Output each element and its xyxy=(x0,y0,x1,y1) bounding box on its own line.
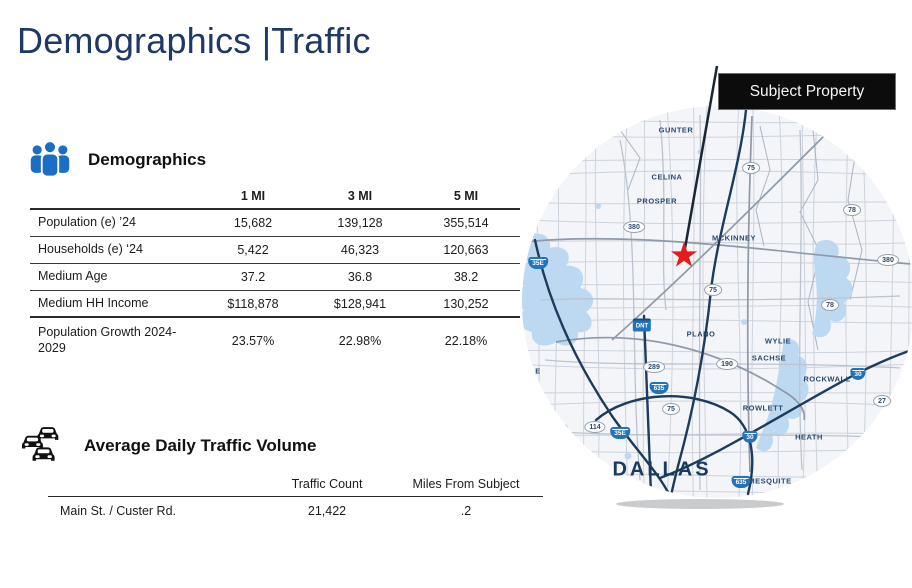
row-value: 37.2 xyxy=(240,270,266,284)
traffic-table-header: Traffic Count Miles From Subject xyxy=(48,471,543,497)
row-value: 15,682 xyxy=(233,216,273,230)
traffic-table: Traffic Count Miles From Subject Main St… xyxy=(48,471,543,525)
map-city-label: HEATH xyxy=(795,432,823,442)
row-value: 139,128 xyxy=(337,216,383,230)
row-label: Population Growth 2024-2029 xyxy=(38,325,177,355)
page-title: Demographics |Traffic xyxy=(17,20,371,61)
row-value: 22.98% xyxy=(338,334,382,348)
row-label: Households (e) ‘24 xyxy=(38,242,143,257)
highway-shield-78: 78 xyxy=(821,299,839,311)
map-shadow xyxy=(616,499,784,509)
row-label: Medium HH Income xyxy=(38,295,149,310)
row-value: 22.18% xyxy=(444,334,488,348)
row-label: Population (e) ’24 xyxy=(38,215,136,230)
callout-label: Subject Property xyxy=(749,82,865,100)
highway-shield-30: 30 xyxy=(742,431,758,443)
map-city-label: SACHSE xyxy=(751,353,787,363)
row-value: 23.57% xyxy=(231,334,275,348)
map-city-label: WYLIE xyxy=(764,336,792,346)
col-header-1mi: 1 MI xyxy=(240,188,266,203)
highway-shield-635: 635 xyxy=(731,476,751,488)
row-value: 36.8 xyxy=(347,270,373,284)
map-city-label: MESQUITE xyxy=(748,476,792,486)
col-header-5mi: 5 MI xyxy=(453,188,479,203)
row-value: 38.2 xyxy=(453,270,479,284)
row-value: 130,252 xyxy=(443,296,489,311)
demographics-row: Medium Age 37.2 36.8 38.2 xyxy=(30,264,520,291)
demographics-table-header: 1 MI 3 MI 5 MI xyxy=(30,183,520,210)
row-value: 355,514 xyxy=(443,216,489,230)
demographics-table: 1 MI 3 MI 5 MI Population (e) ’24 15,682 1… xyxy=(30,183,520,364)
map-city-label: ROWLETT xyxy=(742,403,784,413)
demographics-row: Households (e) ‘24 5,422 46,323 120,663 xyxy=(30,237,520,264)
highway-shield-30: 30 xyxy=(850,368,866,380)
map-city-label: MCKINNEY xyxy=(711,233,757,243)
demographics-heading: Demographics xyxy=(88,150,207,169)
demographics-row: Population (e) ’24 15,682 139,128 355,514 xyxy=(30,210,520,237)
map-city-label: PLANO xyxy=(686,329,716,339)
row-value: 120,663 xyxy=(443,243,489,257)
row-label: Medium Age xyxy=(38,269,108,284)
row-value: .2 xyxy=(460,504,472,518)
highway-shield-35e: 35E xyxy=(528,257,548,269)
demographics-table-rows: Population (e) ’24 15,682 139,128 355,514 Ho… xyxy=(30,210,520,364)
col-header-traffic-count: Traffic Count xyxy=(291,476,363,491)
people-group-icon xyxy=(26,138,74,182)
medium-highways xyxy=(524,115,912,473)
highway-shield-dnt: DNT xyxy=(632,318,652,332)
highway-shield-75: 75 xyxy=(704,284,722,296)
map-city-label: PROSPER xyxy=(636,196,678,206)
map-city-label: GUNTER xyxy=(658,125,694,135)
highway-shield-114: 114 xyxy=(584,421,606,433)
highway-shield-289: 289 xyxy=(643,361,665,373)
row-value: $128,941 xyxy=(333,296,387,311)
arterial-roads xyxy=(539,114,901,491)
row-value: $118,878 xyxy=(227,296,279,311)
highway-shield-635: 635 xyxy=(649,382,669,394)
row-value: 5,422 xyxy=(237,243,269,257)
highway-shield-35e: 35E xyxy=(610,427,630,439)
highway-shield-380: 380 xyxy=(877,254,899,266)
subject-property-callout: Subject Property xyxy=(718,73,896,110)
traffic-heading: Average Daily Traffic Volume xyxy=(84,436,317,455)
highway-shield-75: 75 xyxy=(662,403,680,415)
county-boundaries xyxy=(619,119,863,351)
callout-leader-line xyxy=(682,65,719,255)
highway-shield-75: 75 xyxy=(742,162,760,174)
row-value: 46,323 xyxy=(340,243,380,257)
row-label: Main St. / Custer Rd. xyxy=(60,504,177,518)
major-highways xyxy=(533,108,912,498)
traffic-table-rows: Main St. / Custer Rd. 21,422 .2 xyxy=(48,497,543,525)
demographics-row: Population Growth 2024-2029 23.57% 22.98% 2… xyxy=(30,318,520,364)
map-city-label: DALLAS xyxy=(612,458,712,481)
highway-shield-78: 78 xyxy=(843,204,861,216)
highway-shield-380: 380 xyxy=(623,221,645,233)
traffic-cars-icon xyxy=(22,424,70,468)
highway-shield-27: 27 xyxy=(873,395,891,407)
map-city-label: CELINA xyxy=(651,172,683,182)
demographics-row: Medium HH Income $118,878 $128,941 130,252 xyxy=(30,291,520,318)
col-header-3mi: 3 MI xyxy=(347,188,373,203)
map-city-label: E xyxy=(535,366,541,376)
col-header-miles-from-subject: Miles From Subject xyxy=(412,476,520,491)
row-value: 21,422 xyxy=(307,504,347,518)
traffic-row: Main St. / Custer Rd. 21,422 .2 xyxy=(48,497,543,525)
highway-shield-190: 190 xyxy=(716,358,738,370)
map-city-label: ROCKWALL xyxy=(803,374,851,384)
subject-property-star: ★ xyxy=(668,236,700,275)
